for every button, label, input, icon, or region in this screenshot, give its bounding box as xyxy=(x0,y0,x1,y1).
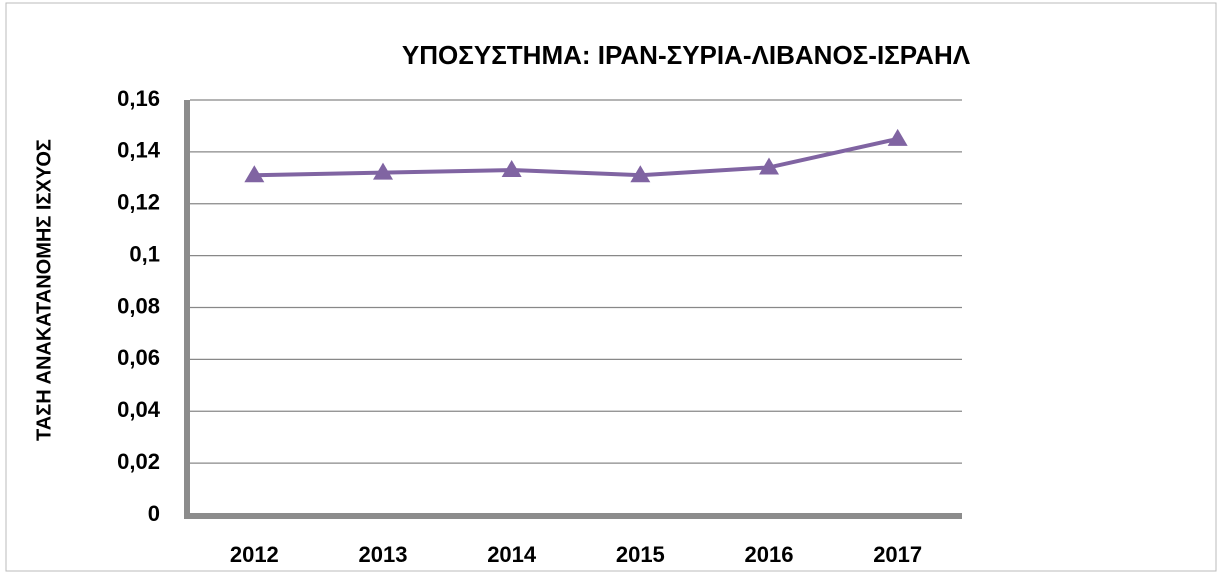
y-tick-label: 0,02 xyxy=(117,449,160,474)
chart-border xyxy=(5,2,1217,572)
y-tick-label: 0,16 xyxy=(117,86,160,111)
y-tick-label: 0,1 xyxy=(129,241,160,266)
marker xyxy=(501,160,522,178)
y-tick-label: 0,14 xyxy=(117,138,161,163)
y-tick-label: 0,08 xyxy=(117,293,160,318)
y-tick-label: 0,04 xyxy=(117,397,161,422)
y-tick-label: 0,12 xyxy=(117,190,160,215)
marker xyxy=(244,165,265,183)
x-tick-label: 2016 xyxy=(745,542,794,567)
chart-title: ΥΠΟΣΥΣΤΗΜΑ: ΙΡΑΝ-ΣΥΡΙΑ-ΛΙΒΑΝΟΣ-ΙΣΡΑΗΛ xyxy=(402,40,971,70)
x-tick-label: 2014 xyxy=(487,542,537,567)
marker xyxy=(887,128,908,146)
marker xyxy=(759,157,779,175)
x-tick-label: 2013 xyxy=(359,542,408,567)
x-tick-label: 2012 xyxy=(230,542,279,567)
y-tick-label: 0,06 xyxy=(117,345,160,370)
y-tick-label: 0 xyxy=(148,501,160,526)
x-tick-label: 2017 xyxy=(873,542,922,567)
marker xyxy=(373,162,393,180)
line xyxy=(254,136,899,178)
y-axis-label: ΤΑΣΗ ΑΝΑΚΑΤΑΝΟΜΗΣ ΙΣΧΥΟΣ xyxy=(33,139,55,441)
marker xyxy=(630,165,651,183)
x-tick-label: 2015 xyxy=(616,542,665,567)
